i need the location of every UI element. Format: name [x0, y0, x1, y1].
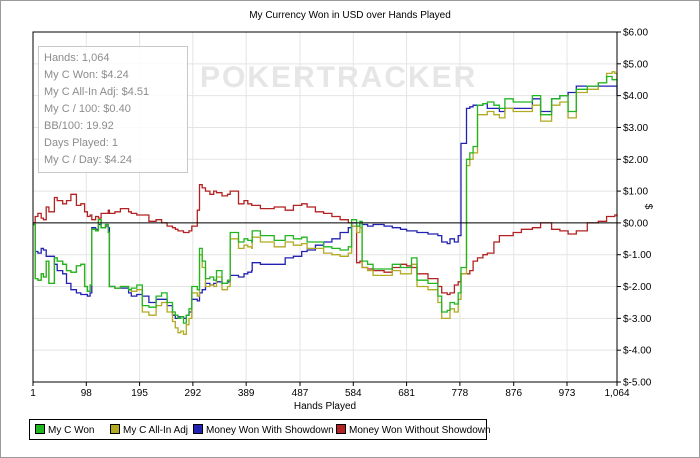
stat-line: Hands: 1,064: [44, 52, 110, 64]
x-tick-label: 487: [292, 388, 309, 399]
legend-label: My C Won: [48, 425, 95, 436]
legend-label: Money Won Without Showdown: [349, 425, 491, 436]
legend: My C Won My C All-In Adj Money Won With Sh…: [29, 419, 491, 440]
x-tick-label: 876: [505, 388, 522, 399]
x-tick-label: 584: [345, 388, 362, 399]
y-tick-label: $-1.00: [623, 250, 652, 261]
legend-label: My C All-In Adj: [123, 425, 189, 436]
y-tick-label: $0.00: [623, 218, 648, 229]
legend-swatch: [336, 424, 346, 434]
series-line-money-won-without-showdown: [33, 184, 618, 296]
stat-line: My C All-In Adj: $4.51: [44, 86, 150, 98]
y-tick-label: $5.00: [623, 59, 648, 70]
x-tick-label: 1: [30, 388, 36, 399]
stat-line: Days Played: 1: [44, 137, 118, 149]
stats-box: Hands: 1,064 My C Won: $4.24 My C All-In A…: [38, 46, 188, 173]
y-tick-label: $3.00: [623, 123, 648, 134]
legend-item: Money Won With Showdown: [193, 424, 334, 436]
x-tick-label: 195: [131, 388, 148, 399]
watermark-text: POKERTRACKER: [200, 61, 477, 94]
legend-swatch: [193, 424, 203, 434]
legend-swatch: [35, 424, 45, 434]
y-tick-label: $-3.00: [623, 314, 652, 325]
y-tick-label: $-4.00: [623, 346, 652, 357]
legend-label: Money Won With Showdown: [206, 425, 334, 436]
x-tick-label: 778: [452, 388, 469, 399]
y-tick-label: $2.00: [623, 155, 648, 166]
x-tick-label: 973: [559, 388, 576, 399]
stat-line: My C Won: $4.24: [44, 69, 129, 81]
chart-title: My Currency Won in USD over Hands Played: [249, 10, 451, 21]
y-tick-label: $4.00: [623, 91, 648, 102]
x-tick-label: 389: [238, 388, 255, 399]
series-line-my-c-won: [33, 75, 618, 324]
legend-item: Money Won Without Showdown: [336, 424, 491, 436]
y-tick-label: $1.00: [623, 187, 648, 198]
x-tick-label: 292: [185, 388, 202, 399]
y-tick-label: $6.00: [623, 28, 648, 39]
y-tick-label: $-5.00: [623, 378, 652, 389]
x-tick-label: 1,064: [604, 388, 629, 399]
legend-item: My C Won: [35, 424, 95, 436]
stat-line: My C / Day: $4.24: [44, 154, 133, 166]
legend-swatch: [110, 424, 120, 434]
y-tick-label: $-2.00: [623, 282, 652, 293]
stat-line: BB/100: 19.92: [44, 120, 114, 132]
x-tick-label: 681: [398, 388, 415, 399]
plot-border: [32, 31, 618, 383]
x-axis-title: Hands Played: [293, 401, 357, 412]
stat-line: My C / 100: $0.40: [44, 103, 131, 115]
x-tick-label: 98: [81, 388, 93, 399]
y-axis-title: $: [642, 203, 654, 210]
legend-item: My C All-In Adj: [110, 424, 188, 436]
